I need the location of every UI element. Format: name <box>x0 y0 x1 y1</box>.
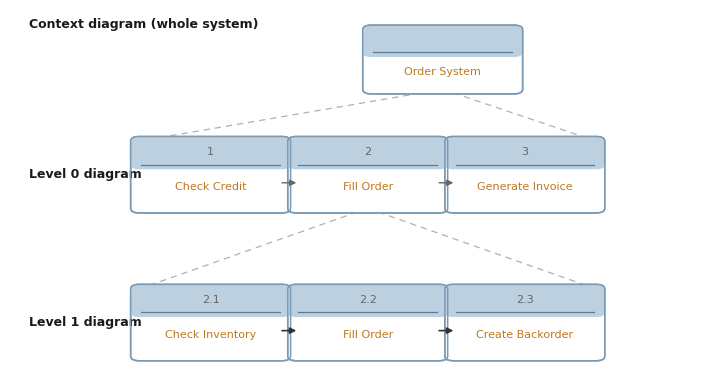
Bar <box>296 153 439 165</box>
FancyBboxPatch shape <box>131 136 291 169</box>
FancyBboxPatch shape <box>445 284 605 317</box>
FancyBboxPatch shape <box>131 284 291 317</box>
Text: 2.1: 2.1 <box>202 295 219 305</box>
Bar <box>296 301 439 313</box>
FancyBboxPatch shape <box>131 284 291 361</box>
Text: 3: 3 <box>521 147 528 157</box>
Bar <box>371 41 514 52</box>
Bar <box>453 301 596 313</box>
FancyBboxPatch shape <box>363 25 523 57</box>
Text: Context diagram (whole system): Context diagram (whole system) <box>29 18 258 31</box>
FancyBboxPatch shape <box>288 284 448 361</box>
Text: Create Backorder: Create Backorder <box>476 330 573 340</box>
Text: Order System: Order System <box>404 66 481 76</box>
FancyBboxPatch shape <box>445 137 605 213</box>
Text: 2: 2 <box>364 147 371 157</box>
Text: Fill Order: Fill Order <box>343 330 393 340</box>
Text: Generate Invoice: Generate Invoice <box>477 182 573 192</box>
FancyBboxPatch shape <box>363 25 523 94</box>
Text: Fill Order: Fill Order <box>343 182 393 192</box>
FancyBboxPatch shape <box>131 137 291 213</box>
Text: Check Credit: Check Credit <box>175 182 246 192</box>
Bar <box>453 153 596 165</box>
Text: Level 1 diagram: Level 1 diagram <box>29 316 141 329</box>
FancyBboxPatch shape <box>288 284 448 317</box>
Text: 2.3: 2.3 <box>516 295 533 305</box>
FancyBboxPatch shape <box>445 136 605 169</box>
Text: Check Inventory: Check Inventory <box>165 330 256 340</box>
Text: 2.2: 2.2 <box>358 295 377 305</box>
Bar <box>139 153 282 165</box>
Text: 1: 1 <box>207 147 214 157</box>
Text: Level 0 diagram: Level 0 diagram <box>29 168 141 181</box>
FancyBboxPatch shape <box>288 136 448 169</box>
Bar <box>139 301 282 313</box>
FancyBboxPatch shape <box>288 137 448 213</box>
FancyBboxPatch shape <box>445 284 605 361</box>
